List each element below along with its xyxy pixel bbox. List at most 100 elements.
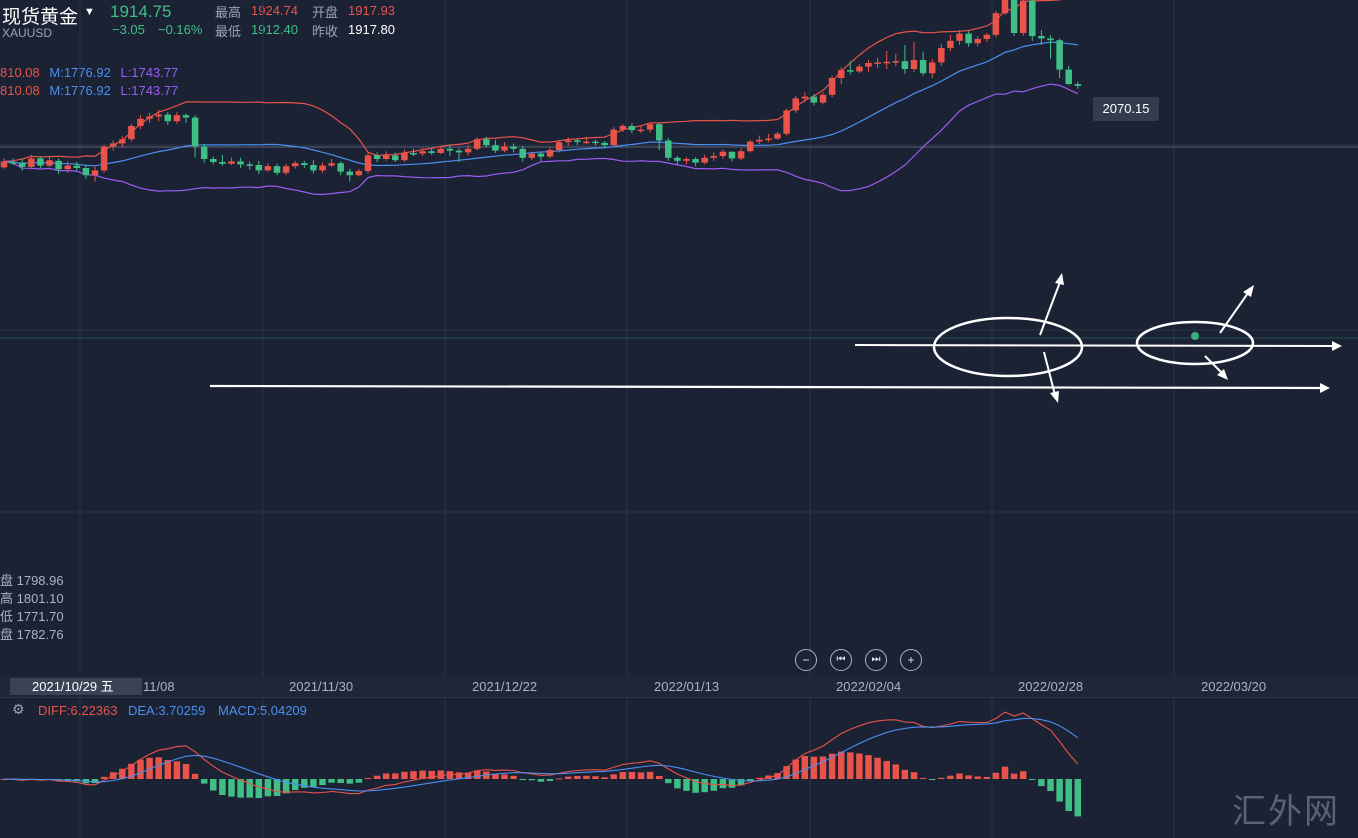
macd-bar <box>883 760 890 779</box>
macd-dea-label: DEA:3.70259 <box>128 703 206 718</box>
macd-diff-line <box>3 711 1079 795</box>
candle <box>64 161 71 173</box>
candle-body <box>319 165 326 171</box>
macd-diff-label: DIFF:6.22363 <box>38 703 118 718</box>
candle-body <box>1056 40 1063 70</box>
scroll-right-button[interactable]: ⏭ <box>865 649 887 671</box>
candle-body <box>1001 0 1009 14</box>
candle-body <box>874 62 881 64</box>
macd-bar <box>346 779 354 784</box>
candle-body <box>73 165 81 168</box>
candle-body <box>501 146 508 151</box>
candle <box>974 36 981 47</box>
candle-body <box>483 139 490 146</box>
candle <box>173 112 181 124</box>
candle-body <box>128 126 135 140</box>
candle-body <box>819 94 827 103</box>
macd-bar <box>1038 779 1045 787</box>
candle-body <box>510 146 517 149</box>
candle <box>564 137 572 146</box>
macd-bar <box>364 777 372 779</box>
macd-bar <box>282 779 290 794</box>
zoom-out-button[interactable]: − <box>795 649 817 671</box>
macd-bar <box>928 779 936 780</box>
macd-bar <box>683 779 690 791</box>
candle-body <box>592 141 599 144</box>
candle <box>665 138 672 161</box>
candle-body <box>710 156 718 158</box>
candle-body <box>301 163 308 165</box>
macd-bar <box>701 779 708 793</box>
macd-bar <box>792 759 799 779</box>
candle <box>446 144 454 156</box>
macd-bar <box>1029 779 1036 780</box>
prev-close-label: 昨收 <box>312 25 339 40</box>
macd-bar <box>719 779 727 789</box>
macd-bar <box>583 775 590 779</box>
candle <box>1074 81 1082 89</box>
candle-body <box>646 124 654 130</box>
macd-bar <box>674 779 681 789</box>
arrow-up-line <box>1039 281 1061 336</box>
candle-body <box>610 129 617 146</box>
arrow-head <box>1320 383 1330 393</box>
candle <box>109 140 117 151</box>
candle <box>210 156 217 165</box>
candle-body <box>828 78 836 95</box>
candle <box>1047 35 1054 59</box>
macd-bar <box>992 772 1000 779</box>
macd-bar <box>628 772 636 779</box>
macd-bar <box>301 779 308 788</box>
macd-bar <box>555 778 563 780</box>
macd-bar <box>828 753 836 779</box>
macd-bar <box>919 777 927 779</box>
ohlc-open: 盘 1798.96 <box>0 573 64 588</box>
watermark: 汇外网 <box>1232 792 1340 832</box>
macd-bar <box>810 756 818 779</box>
candle-body <box>737 151 745 159</box>
gear-icon[interactable]: ⚙ <box>12 701 25 717</box>
candle <box>965 31 972 47</box>
macd-bar <box>592 776 599 779</box>
candle-body <box>928 62 936 74</box>
candle-body <box>546 150 554 157</box>
candle <box>1019 0 1027 36</box>
highlight-ellipse <box>1135 320 1255 366</box>
candle-body <box>637 129 645 132</box>
candle <box>237 157 244 168</box>
candle-body <box>55 160 62 170</box>
x-tick-label: 2022/02/28 <box>1018 679 1084 694</box>
candle-body <box>473 139 481 149</box>
candle <box>464 145 472 156</box>
scroll-left-button[interactable]: ⏮ <box>830 649 852 671</box>
candle-body <box>619 126 627 130</box>
candle <box>483 136 490 148</box>
candle-body <box>728 151 736 159</box>
candle-body <box>346 171 354 176</box>
candle-body <box>282 166 290 173</box>
candle-body <box>956 33 963 41</box>
macd-bar <box>574 775 581 779</box>
macd-bar <box>974 776 981 779</box>
candle-body <box>701 157 708 163</box>
candle-body <box>683 159 690 161</box>
macd-bar <box>655 775 663 779</box>
macd-bar <box>455 772 463 779</box>
x-tick-label: 2022/01/13 <box>654 679 720 694</box>
candle-body <box>555 142 563 150</box>
macd-bar <box>164 759 172 779</box>
chevron-down-icon[interactable]: ▼ <box>84 6 95 18</box>
candle <box>774 132 781 140</box>
symbol-name[interactable]: 现货黄金 <box>2 6 79 28</box>
candle-body <box>746 141 754 152</box>
candle <box>228 157 235 165</box>
candle-body <box>9 162 17 164</box>
candle-body <box>455 150 463 153</box>
cursor-date-label: 2021/10/29 五 <box>10 678 142 695</box>
arrow-head <box>1050 391 1059 403</box>
macd-bar <box>546 779 554 781</box>
zoom-in-button[interactable]: + <box>900 649 922 671</box>
macd-bar <box>510 775 517 779</box>
candle <box>892 54 900 66</box>
